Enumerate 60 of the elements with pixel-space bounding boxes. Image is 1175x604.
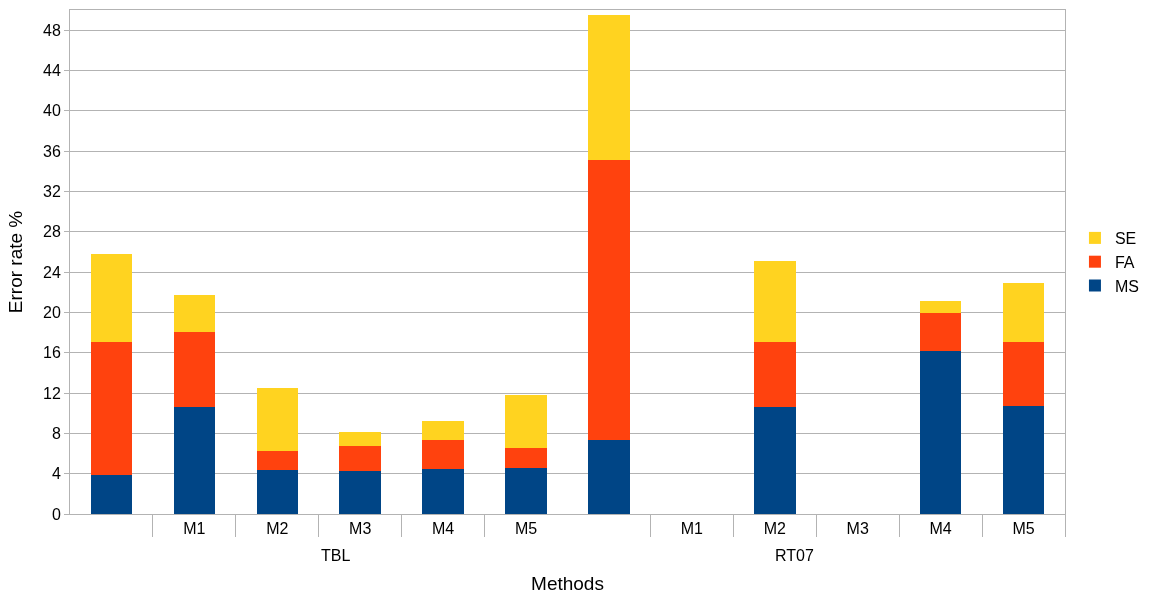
x-tick-label: M4: [929, 520, 952, 538]
y-tick-label: 24: [43, 263, 61, 281]
text: RT07: [775, 547, 814, 564]
legend-label: FA: [1114, 253, 1135, 271]
legend-label: MS: [1114, 277, 1139, 295]
bar: [90, 474, 133, 514]
bar: [256, 450, 299, 470]
text: TBL: [321, 547, 351, 564]
bar: [422, 421, 464, 441]
bar: [505, 395, 547, 449]
bar: [339, 470, 381, 514]
x-tick-label: M4: [432, 520, 455, 538]
y-tick-label: 20: [43, 304, 61, 321]
x-tick-label: M1: [183, 520, 206, 538]
bar: [754, 407, 796, 514]
bar: [505, 448, 547, 468]
bar: [754, 341, 796, 408]
bar: [919, 313, 962, 351]
y-tick-label: 4: [51, 465, 61, 483]
bar: [173, 407, 216, 514]
y-tick-label: 8: [51, 424, 61, 442]
bar: [588, 440, 630, 514]
bar: [173, 295, 216, 332]
legend-label: SE: [1114, 230, 1137, 248]
bar: [422, 440, 464, 469]
bar: [1002, 406, 1045, 514]
bar: [754, 260, 796, 342]
x-tick-label: M3: [349, 520, 372, 538]
y-axis-title: Error rate %: [4, 210, 26, 314]
bar: [256, 469, 299, 514]
bar: [588, 15, 630, 161]
y-tick-label: 40: [43, 102, 61, 120]
x-tick-label: M5: [514, 520, 538, 538]
bar: [422, 468, 464, 514]
x-tick-label: M2: [763, 520, 786, 538]
y-tick-label: 32: [43, 183, 61, 201]
y-tick-label: 48: [43, 21, 61, 39]
x-axis-title: Methods: [531, 573, 604, 594]
bar: [588, 160, 630, 441]
y-tick-label: 0: [51, 505, 61, 523]
bar: [90, 341, 133, 475]
y-tick-label: 12: [43, 384, 61, 402]
bar: [1002, 341, 1045, 407]
x-tick-label: M5: [1012, 520, 1035, 538]
bar: [1002, 283, 1045, 342]
bar: [339, 446, 381, 471]
y-tick-label: 28: [43, 223, 61, 241]
bar: [919, 301, 962, 314]
bar: [173, 331, 216, 408]
bar: [339, 432, 381, 447]
y-tick-label: 44: [43, 62, 61, 80]
x-tick-label: M1: [680, 520, 704, 538]
bar: [919, 350, 962, 514]
y-tick-label: 36: [43, 142, 61, 160]
bar: [90, 253, 133, 342]
y-tick-label: 16: [43, 344, 61, 362]
x-tick-label: M3: [846, 520, 869, 538]
x-tick-label: M2: [266, 520, 289, 538]
bar: [256, 388, 299, 451]
bar: [505, 467, 547, 514]
